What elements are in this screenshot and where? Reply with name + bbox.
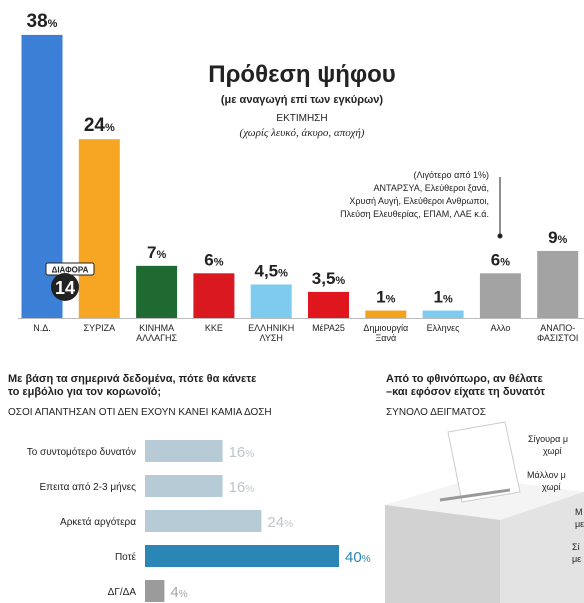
value-label: 4,5% xyxy=(254,261,288,280)
annotation: Χρυσή Αυγή, Ελεύθεροι Ανθρωποι, xyxy=(349,196,489,206)
value-label: 4% xyxy=(170,584,187,601)
x-tick-label: Δημιουργία Ξανά xyxy=(363,323,408,343)
value-label: 1% xyxy=(433,288,452,307)
y-tick-label: Ποτέ xyxy=(115,551,137,563)
bar xyxy=(479,273,521,318)
x-tick-label: ΕΛΛΗΝΙΚΗ ΛΥΣΗ xyxy=(248,323,294,343)
chart-note: ΕΚΤΙΜΗΣΗ xyxy=(276,113,327,124)
y-tick-label: Επειτα από 2-3 μήνες xyxy=(40,481,137,493)
bar xyxy=(78,139,120,318)
bar xyxy=(537,250,579,318)
x-tick-label: Αλλο xyxy=(490,323,510,333)
panel-label: Σίγουρα μ χωρί xyxy=(528,434,568,456)
bar xyxy=(145,580,165,602)
value-label: 16% xyxy=(229,444,255,461)
x-tick-label: ΚΙΝΗΜΑ ΑΛΛΑΓΗΣ xyxy=(136,323,177,343)
value-label: 38% xyxy=(27,11,58,32)
bar xyxy=(136,265,178,318)
annotation-dot xyxy=(497,233,503,239)
x-tick-label: ΣΥΡΙΖΑ xyxy=(84,323,116,333)
panel-subtitle: ΣΥΝΟΛΟ ΔΕΙΓΜΑΤΟΣ xyxy=(386,407,486,418)
y-tick-label: ΔΓ/ΔΑ xyxy=(108,587,137,598)
x-tick-label: Ν.Δ. xyxy=(33,323,51,333)
badge-value: 14 xyxy=(55,278,75,298)
value-label: 6% xyxy=(204,250,223,269)
value-label: 3,5% xyxy=(312,269,346,288)
chart-subtitle: (με αναγωγή επί των εγκύρων) xyxy=(221,94,384,106)
panel-label: Σί με xyxy=(572,542,581,564)
x-tick-label: ΜέΡΑ25 xyxy=(312,323,345,333)
bar xyxy=(422,310,464,318)
value-label: 6% xyxy=(491,250,510,269)
bar xyxy=(193,273,235,318)
bar xyxy=(145,440,223,462)
annotation: (Λιγότερο από 1%) xyxy=(413,170,489,180)
bar xyxy=(250,284,292,318)
value-label: 9% xyxy=(548,228,567,247)
annotation: ΑΝΤΑΡΣΥΑ, Ελεύθεροι ξανά, xyxy=(373,183,489,193)
ballot-box xyxy=(385,421,584,603)
badge-label: ΔΙΑΦΟΡΑ xyxy=(52,266,89,275)
bar xyxy=(308,291,349,318)
value-label: 24% xyxy=(267,514,293,531)
bar xyxy=(145,545,339,567)
panel-title: Από το φθινόπωρο, αν θέλατε –και εφόσον ε… xyxy=(386,373,545,398)
x-tick-label: ΑΝΑΠΟ-ΦΑΣΙΣΤΟΙ xyxy=(537,323,578,343)
chart-subtitle: ΟΣΟΙ ΑΠΑΝΤΗΣΑΝ ΟΤΙ ΔΕΝ ΕΧΟΥΝ ΚΑΝΕΙ ΚΑΜΙΑ… xyxy=(8,407,272,418)
x-tick-label: Ελληνες xyxy=(427,323,461,333)
badge-circle xyxy=(51,273,79,301)
chart-title: Πρόθεση ψήφου xyxy=(208,61,396,88)
chart-note: (χωρίς λευκό, άκυρο, αποχή) xyxy=(240,127,365,139)
y-tick-label: Το συντομότερο δυνατόν xyxy=(27,446,136,458)
value-label: 16% xyxy=(229,479,255,496)
value-label: 40% xyxy=(345,549,371,566)
value-label: 24% xyxy=(84,115,115,136)
chart-title: Με βάση τα σημερινά δεδομένα, πότε θα κά… xyxy=(8,373,257,398)
value-label: 1% xyxy=(376,288,395,307)
annotation: Πλεύση Ελευθερίας, ΕΠΑΜ, ΛΑΕ κ.ά. xyxy=(340,209,489,219)
bar xyxy=(21,34,63,319)
bar xyxy=(365,310,407,318)
bar xyxy=(145,510,262,532)
x-tick-label: ΚΚΕ xyxy=(205,323,223,333)
panel-label: Μάλλον μ χωρί xyxy=(527,470,566,492)
y-tick-label: Αρκετά αργότερα xyxy=(60,516,136,528)
bar xyxy=(145,475,223,497)
value-label: 7% xyxy=(147,243,166,262)
